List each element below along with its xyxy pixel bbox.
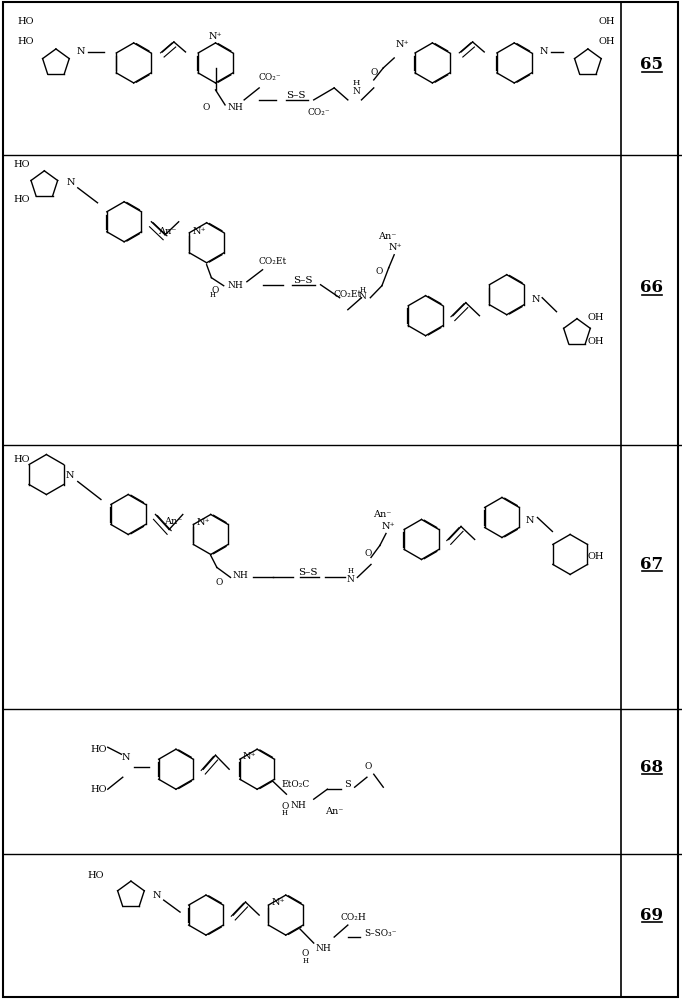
Text: S–SO₃⁻: S–SO₃⁻ — [364, 928, 397, 938]
Text: N: N — [66, 471, 74, 481]
Text: 68: 68 — [640, 758, 664, 776]
Text: O: O — [211, 286, 218, 296]
Text: N⁺: N⁺ — [382, 521, 396, 531]
Text: An⁻: An⁻ — [373, 509, 391, 519]
Text: S–S: S–S — [293, 276, 312, 286]
Text: HO: HO — [14, 160, 30, 170]
Text: H: H — [303, 957, 308, 965]
Text: N⁺: N⁺ — [192, 227, 206, 237]
Text: N⁺: N⁺ — [271, 897, 285, 907]
Text: H: H — [210, 291, 216, 299]
Text: HO: HO — [87, 870, 104, 880]
Text: 69: 69 — [640, 906, 664, 924]
Text: O: O — [370, 68, 377, 78]
Text: N: N — [526, 515, 534, 525]
Text: N: N — [352, 87, 360, 97]
Text: CO₂Et: CO₂Et — [258, 257, 287, 267]
Text: H: H — [348, 567, 353, 575]
Text: An⁻: An⁻ — [325, 806, 343, 816]
Text: HO: HO — [18, 17, 34, 27]
Text: OH: OH — [599, 17, 615, 27]
Text: CO₂Et: CO₂Et — [333, 290, 362, 300]
Text: An⁻: An⁻ — [164, 516, 182, 526]
Text: An⁻: An⁻ — [158, 227, 176, 237]
Text: N: N — [540, 47, 548, 57]
Text: O: O — [216, 577, 223, 587]
Text: N: N — [346, 574, 355, 584]
Text: EtO₂C: EtO₂C — [282, 779, 310, 789]
Text: CO₂⁻: CO₂⁻ — [308, 108, 331, 118]
Text: N⁺: N⁺ — [389, 243, 402, 253]
Text: H: H — [360, 286, 366, 294]
Text: 66: 66 — [640, 279, 664, 297]
Text: NH: NH — [291, 800, 307, 810]
Text: 65: 65 — [640, 56, 664, 74]
Text: NH: NH — [233, 570, 249, 580]
Text: N: N — [359, 292, 367, 302]
Text: N: N — [67, 178, 75, 188]
Text: H: H — [282, 809, 288, 817]
Text: An⁻: An⁻ — [379, 232, 396, 242]
Text: HO: HO — [90, 784, 106, 794]
Text: S–S: S–S — [299, 567, 318, 577]
Text: NH: NH — [315, 943, 331, 953]
Text: N: N — [122, 752, 130, 762]
Text: HO: HO — [18, 37, 34, 47]
Text: OH: OH — [588, 313, 604, 323]
Text: S–S: S–S — [286, 91, 306, 101]
Text: N: N — [153, 890, 161, 900]
Text: N⁺: N⁺ — [243, 751, 256, 761]
Text: CO₂⁻: CO₂⁻ — [258, 73, 281, 83]
Text: NH: NH — [227, 281, 243, 291]
Text: OH: OH — [599, 37, 615, 47]
Text: O: O — [365, 761, 372, 771]
Text: O: O — [282, 801, 288, 811]
Text: HO: HO — [14, 455, 30, 465]
Text: S: S — [344, 779, 351, 789]
Text: N⁺: N⁺ — [209, 32, 222, 42]
Text: CO₂H: CO₂H — [340, 912, 366, 922]
Text: N: N — [531, 295, 539, 305]
Text: O: O — [365, 548, 372, 558]
Text: N⁺: N⁺ — [196, 517, 210, 527]
Text: HO: HO — [14, 195, 30, 205]
Text: HO: HO — [90, 744, 106, 754]
Text: OH: OH — [588, 551, 604, 561]
Text: O: O — [302, 948, 309, 958]
Text: H: H — [353, 79, 359, 87]
Text: N⁺: N⁺ — [396, 40, 409, 50]
Text: OH: OH — [588, 337, 604, 347]
Text: O: O — [376, 267, 383, 277]
Text: 67: 67 — [640, 555, 664, 573]
Text: N: N — [76, 47, 85, 57]
Text: O: O — [203, 103, 210, 113]
Text: NH: NH — [227, 103, 243, 113]
